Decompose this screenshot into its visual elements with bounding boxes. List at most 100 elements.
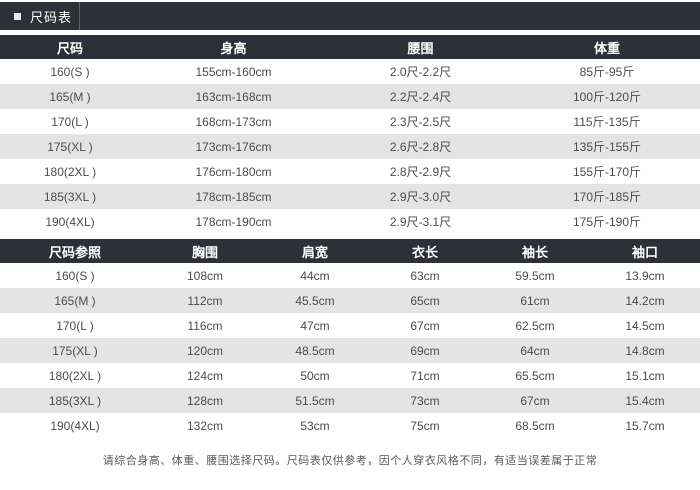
title-divider xyxy=(79,2,80,30)
table-cell: 168cm-173cm xyxy=(195,114,272,129)
table-cell: 2.0尺-2.2尺 xyxy=(389,65,452,79)
table-row: 190(4XL) 132cm 53cm 75cm 68.5cm 15.7cm xyxy=(0,413,700,438)
table-cell: 64cm xyxy=(520,343,550,358)
page-title: 尺码表 xyxy=(30,9,73,25)
table-cell: 175(XL ) xyxy=(47,139,93,154)
table-cell: 135斤-155斤 xyxy=(572,140,642,154)
table-cell: 120cm xyxy=(186,343,224,358)
column-header-weight: 体重 xyxy=(514,35,700,59)
table-cell: 85斤-95斤 xyxy=(579,65,635,79)
table-cell: 62.5cm xyxy=(515,318,555,333)
size-table: 尺码 身高 腰围 体重 160(S ) 155cm-160cm 2.0尺-2.2尺 8… xyxy=(0,35,700,234)
table-cell: 2.6尺-2.8尺 xyxy=(389,140,452,154)
table-cell: 160(S ) xyxy=(50,64,90,79)
reference-table-header: 尺码参照 胸围 肩宽 衣长 袖长 袖口 xyxy=(0,239,700,263)
table-cell: 116cm xyxy=(187,318,223,333)
column-header-size: 尺码 xyxy=(0,35,140,59)
table-cell: 71cm xyxy=(410,368,440,383)
table-cell: 2.2尺-2.4尺 xyxy=(389,90,452,104)
table-cell: 165(M ) xyxy=(54,293,96,308)
table-cell: 180(2XL ) xyxy=(43,164,97,179)
table-cell: 15.1cm xyxy=(625,368,665,383)
table-cell: 185(3XL ) xyxy=(43,189,97,204)
table-cell: 15.4cm xyxy=(625,393,665,408)
square-bullet-icon xyxy=(14,12,21,20)
table-cell: 59.5cm xyxy=(515,268,555,283)
table-row: 165(M ) 163cm-168cm 2.2尺-2.4尺 100斤-120斤 xyxy=(0,84,700,109)
column-header-shoulder: 肩宽 xyxy=(260,239,370,263)
table-cell: 65cm xyxy=(410,293,440,308)
table-cell: 178cm-190cm xyxy=(195,214,272,229)
table-cell: 75cm xyxy=(410,418,440,433)
table-cell: 13.9cm xyxy=(625,268,665,283)
table-cell: 2.3尺-2.5尺 xyxy=(389,115,452,129)
table-cell: 170(L ) xyxy=(56,318,94,333)
table-cell: 155cm-160cm xyxy=(195,64,272,79)
table-cell: 14.2cm xyxy=(625,293,665,308)
table-cell: 73cm xyxy=(410,393,440,408)
reference-table-body: 160(S ) 108cm 44cm 63cm 59.5cm 13.9cm 165(M ) 1… xyxy=(0,263,700,438)
table-cell: 165(M ) xyxy=(49,89,91,104)
table-cell: 170斤-185斤 xyxy=(572,190,642,204)
table-cell: 53cm xyxy=(300,418,330,433)
table-cell: 155斤-170斤 xyxy=(572,165,642,179)
table-cell: 2.9尺-3.1尺 xyxy=(389,215,452,229)
table-row: 180(2XL ) 176cm-180cm 2.8尺-2.9尺 155斤-170斤 xyxy=(0,159,700,184)
table-row: 165(M ) 112cm 45.5cm 65cm 61cm 14.2cm xyxy=(0,288,700,313)
table-row: 185(3XL ) 128cm 51.5cm 73cm 67cm 15.4cm xyxy=(0,388,700,413)
table-cell: 190(4XL) xyxy=(45,214,95,229)
table-header-row: 尺码 身高 腰围 体重 xyxy=(0,35,700,59)
table-row: 170(L ) 116cm 47cm 67cm 62.5cm 14.5cm xyxy=(0,313,700,338)
note-text: 请综合身高、体重、腰围选择尺码。尺码表仅供参考，因个人穿衣风格不同，有适当误差属… xyxy=(102,455,598,467)
table-cell: 128cm xyxy=(186,393,224,408)
table-cell: 67cm xyxy=(410,318,440,333)
table-cell: 185(3XL ) xyxy=(48,393,102,408)
table-row: 180(2XL ) 124cm 50cm 71cm 65.5cm 15.1cm xyxy=(0,363,700,388)
table-cell: 173cm-176cm xyxy=(195,139,272,154)
table-cell: 175(XL ) xyxy=(52,343,98,358)
table-cell: 51.5cm xyxy=(295,393,335,408)
table-cell: 67cm xyxy=(520,393,550,408)
table-cell: 115斤-135斤 xyxy=(573,115,641,129)
table-cell: 2.9尺-3.0尺 xyxy=(389,190,452,204)
table-row: 170(L ) 168cm-173cm 2.3尺-2.5尺 115斤-135斤 xyxy=(0,109,700,134)
table-row: 160(S ) 155cm-160cm 2.0尺-2.2尺 85斤-95斤 xyxy=(0,59,700,84)
table-cell: 44cm xyxy=(300,268,330,283)
table-cell: 47cm xyxy=(300,318,330,333)
table-cell: 100斤-120斤 xyxy=(572,90,642,104)
size-table-header: 尺码 身高 腰围 体重 xyxy=(0,35,700,59)
reference-table: 尺码参照 胸围 肩宽 衣长 袖长 袖口 160(S ) 108cm 44cm 63cm… xyxy=(0,239,700,438)
column-header-size-ref: 尺码参照 xyxy=(0,239,150,263)
table-cell: 112cm xyxy=(187,293,223,308)
table-cell: 63cm xyxy=(410,268,440,283)
table-cell: 2.8尺-2.9尺 xyxy=(389,165,452,179)
title-bar: 尺码表 xyxy=(0,2,700,30)
column-header-sleeve: 袖长 xyxy=(480,239,590,263)
table-cell: 163cm-168cm xyxy=(195,89,272,104)
table-cell: 50cm xyxy=(300,368,330,383)
table-cell: 61cm xyxy=(520,293,550,308)
table-cell: 15.7cm xyxy=(625,418,665,433)
table-row: 190(4XL) 178cm-190cm 2.9尺-3.1尺 175斤-190斤 xyxy=(0,209,700,234)
column-header-cuff: 袖口 xyxy=(590,239,700,263)
table-row: 175(XL ) 173cm-176cm 2.6尺-2.8尺 135斤-155斤 xyxy=(0,134,700,159)
table-cell: 68.5cm xyxy=(515,418,555,433)
table-cell: 65.5cm xyxy=(515,368,555,383)
table-row: 175(XL ) 120cm 48.5cm 69cm 64cm 14.8cm xyxy=(0,338,700,363)
column-header-chest: 胸围 xyxy=(150,239,260,263)
table-cell: 176cm-180cm xyxy=(195,164,272,179)
column-header-height: 身高 xyxy=(140,35,327,59)
table-cell: 108cm xyxy=(186,268,224,283)
size-table-body: 160(S ) 155cm-160cm 2.0尺-2.2尺 85斤-95斤 165(M … xyxy=(0,59,700,234)
table-cell: 14.8cm xyxy=(625,343,665,358)
table-cell: 48.5cm xyxy=(295,343,335,358)
table-row: 185(3XL ) 178cm-185cm 2.9尺-3.0尺 170斤-185斤 xyxy=(0,184,700,209)
column-header-waist: 腰围 xyxy=(327,35,514,59)
table-cell: 175斤-190斤 xyxy=(572,215,642,229)
table-cell: 14.5cm xyxy=(625,318,665,333)
table-cell: 124cm xyxy=(186,368,224,383)
column-header-length: 衣长 xyxy=(370,239,480,263)
table-cell: 160(S ) xyxy=(55,268,95,283)
table-cell: 132cm xyxy=(186,418,224,433)
